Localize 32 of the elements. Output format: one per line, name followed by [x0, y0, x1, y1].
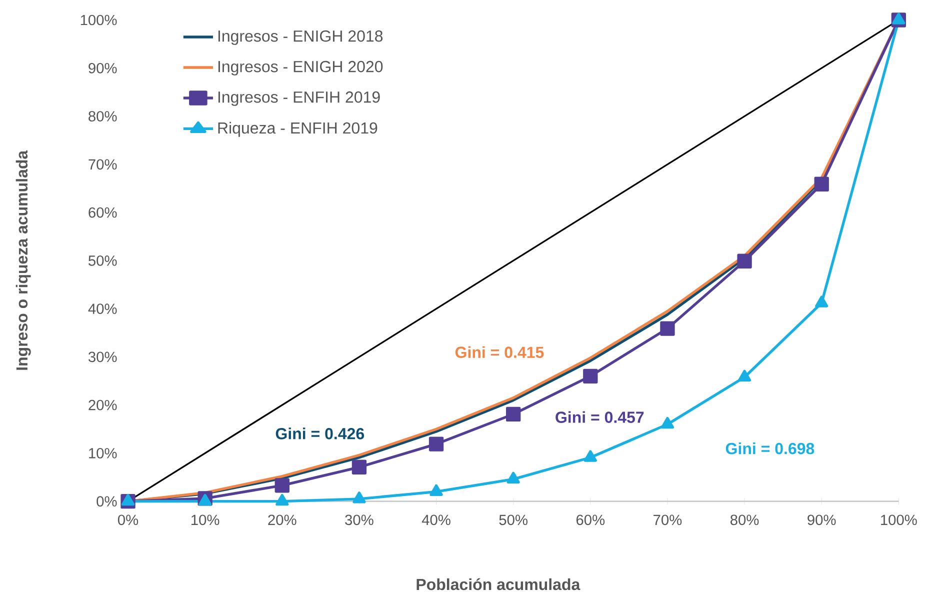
y-tick-label: 80% [88, 111, 117, 122]
x-tick-label: 70% [654, 514, 682, 526]
y-tick-label: 100% [80, 14, 117, 26]
x-tick-label: 90% [808, 514, 836, 526]
x-tick-label: 30% [345, 514, 374, 526]
annotation: Gini = 0.415 [455, 346, 544, 358]
y-tick-label: 10% [89, 448, 117, 458]
legend-label: Ingresos - ENIGH 2020 [218, 60, 383, 76]
y-tick-label: 60% [88, 207, 117, 218]
y-tick-label: 30% [88, 352, 117, 362]
x-tick-label: 40% [422, 514, 450, 526]
x-tick-label: 10% [192, 514, 220, 526]
legend-label: Riqueza - ENFIH 2019 [218, 122, 378, 137]
y-tick-label: 20% [88, 400, 117, 410]
y-tick-label: 70% [88, 159, 117, 170]
x-tick-label: 100% [881, 514, 917, 526]
x-tick-label: 50% [499, 514, 528, 526]
y-tick-label: 50% [88, 255, 117, 266]
x-axis-title: Población acumulada [416, 578, 580, 590]
y-tick-label: 40% [88, 304, 117, 314]
legend-label: Ingresos - ENFIH 2019 [218, 91, 380, 106]
y-axis-title: Ingreso o riqueza acumulada [16, 150, 31, 370]
y-tick-label: 90% [88, 62, 117, 74]
x-tick-label: 0% [118, 514, 138, 526]
x-tick-label: 20% [268, 514, 296, 526]
x-tick-label: 80% [730, 514, 759, 526]
y-tick-label: 0% [96, 496, 117, 507]
x-tick-label: 60% [576, 514, 605, 526]
legend-label: Ingresos - ENIGH 2018 [218, 30, 383, 45]
annotation: Gini = 0.457 [556, 411, 644, 423]
annotation: Gini = 0.698 [726, 442, 814, 454]
annotation: Gini = 0.426 [276, 428, 364, 440]
